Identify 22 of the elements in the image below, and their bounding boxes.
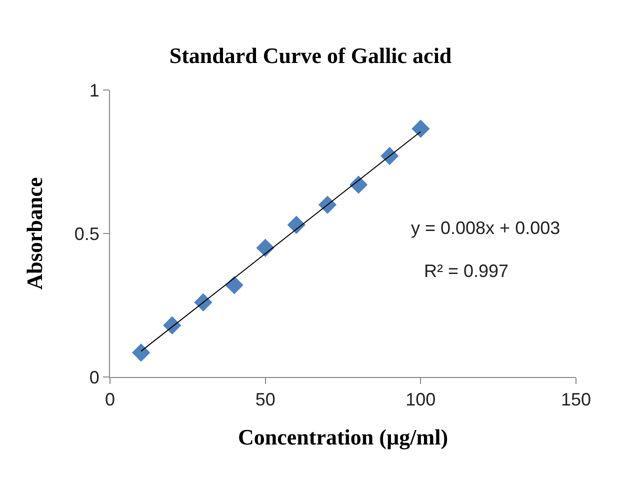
y-tick-label: 0	[89, 367, 100, 388]
point	[318, 196, 337, 214]
point	[163, 316, 182, 334]
y-axis-title: Absorbance	[22, 177, 48, 290]
point	[132, 344, 150, 362]
x-tick-label: 50	[255, 390, 276, 410]
point	[380, 146, 399, 166]
x-tick-label: 100	[406, 390, 436, 410]
point	[194, 293, 212, 312]
point	[225, 276, 244, 294]
point	[349, 176, 368, 194]
y-tick-label: 1	[89, 80, 100, 100]
point	[256, 238, 274, 257]
point	[412, 120, 430, 138]
chart-title: Standard Curve of Gallic acid	[169, 43, 452, 68]
y-tick-label: 0.5	[74, 224, 100, 244]
point	[287, 216, 306, 234]
annotation: R² = 0.997	[424, 261, 509, 281]
annotation: y = 0.008x + 0.003	[411, 218, 560, 238]
x-tick-label: 150	[560, 390, 592, 410]
x-axis-title: Concentration (µg/ml)	[238, 424, 448, 450]
x-tick-label: 0	[104, 390, 116, 410]
